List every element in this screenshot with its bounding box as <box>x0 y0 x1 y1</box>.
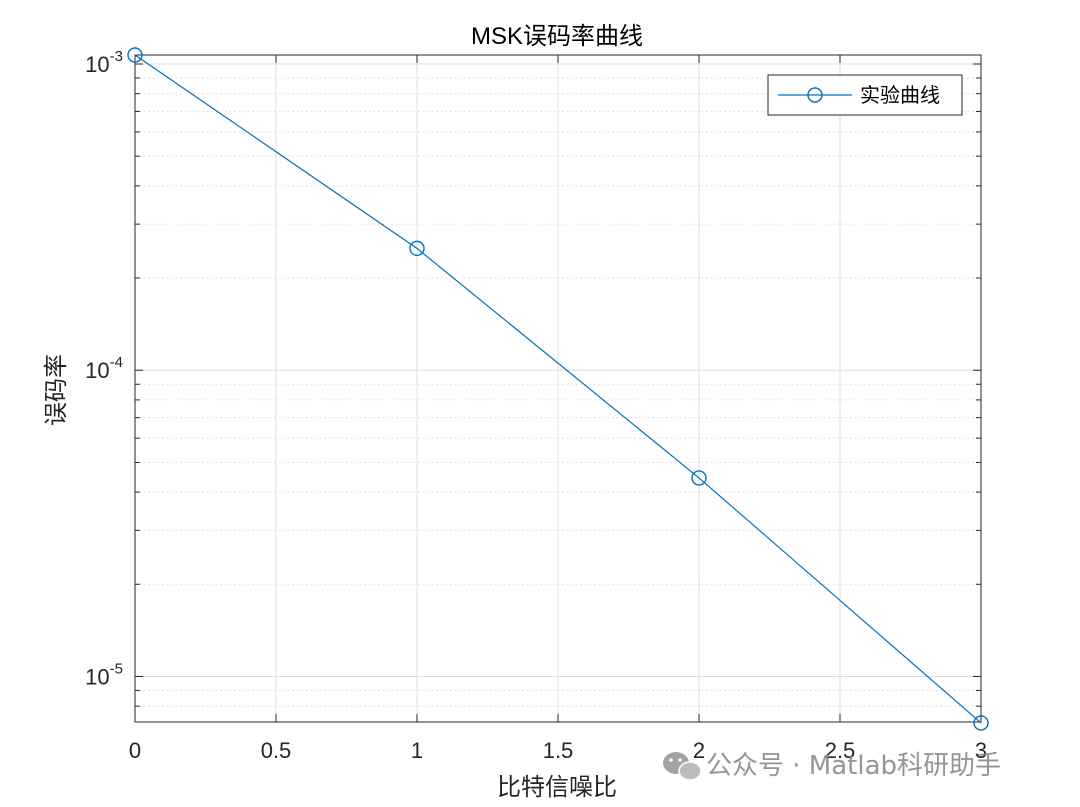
major-grid <box>135 55 981 722</box>
watermark-text: 公众号 · Matlab科研助手 <box>706 751 1001 781</box>
x-tick-label: 1.5 <box>543 738 574 763</box>
series-layer <box>127 47 989 731</box>
wechat-icon <box>663 752 702 781</box>
x-tick-label: 1 <box>411 738 423 763</box>
x-tick-label: 0 <box>129 738 141 763</box>
x-tick-label: 0.5 <box>261 738 292 763</box>
legend: 实验曲线 <box>767 74 963 116</box>
legend-marker-sample <box>807 87 823 103</box>
data-point <box>127 47 143 63</box>
x-tick-label: 3 <box>975 738 987 763</box>
data-point <box>409 240 425 257</box>
x-tick-label: 2.5 <box>825 738 856 763</box>
data-point <box>691 470 707 486</box>
x-tick-labels: 0 0.5 1 1.5 2 2.5 3 <box>129 738 987 763</box>
data-point <box>973 715 989 731</box>
y-tick-label: 10-5 <box>85 660 123 689</box>
legend-entry-label: 实验曲线 <box>860 83 940 107</box>
chart-title: MSK误码率曲线 <box>471 23 643 50</box>
axis-ticks <box>134 55 982 722</box>
y-axis-label: 误码率 <box>42 354 70 426</box>
y-tick-labels: 10-3 10-4 10-5 <box>85 48 123 689</box>
x-tick-label: 2 <box>693 738 705 763</box>
y-tick-label: 10-3 <box>85 48 123 77</box>
series-line <box>134 54 982 724</box>
watermark: 公众号 · Matlab科研助手 <box>663 751 1001 781</box>
y-tick-label: 10-4 <box>85 354 123 383</box>
x-axis-label: 比特信噪比 <box>497 773 617 801</box>
